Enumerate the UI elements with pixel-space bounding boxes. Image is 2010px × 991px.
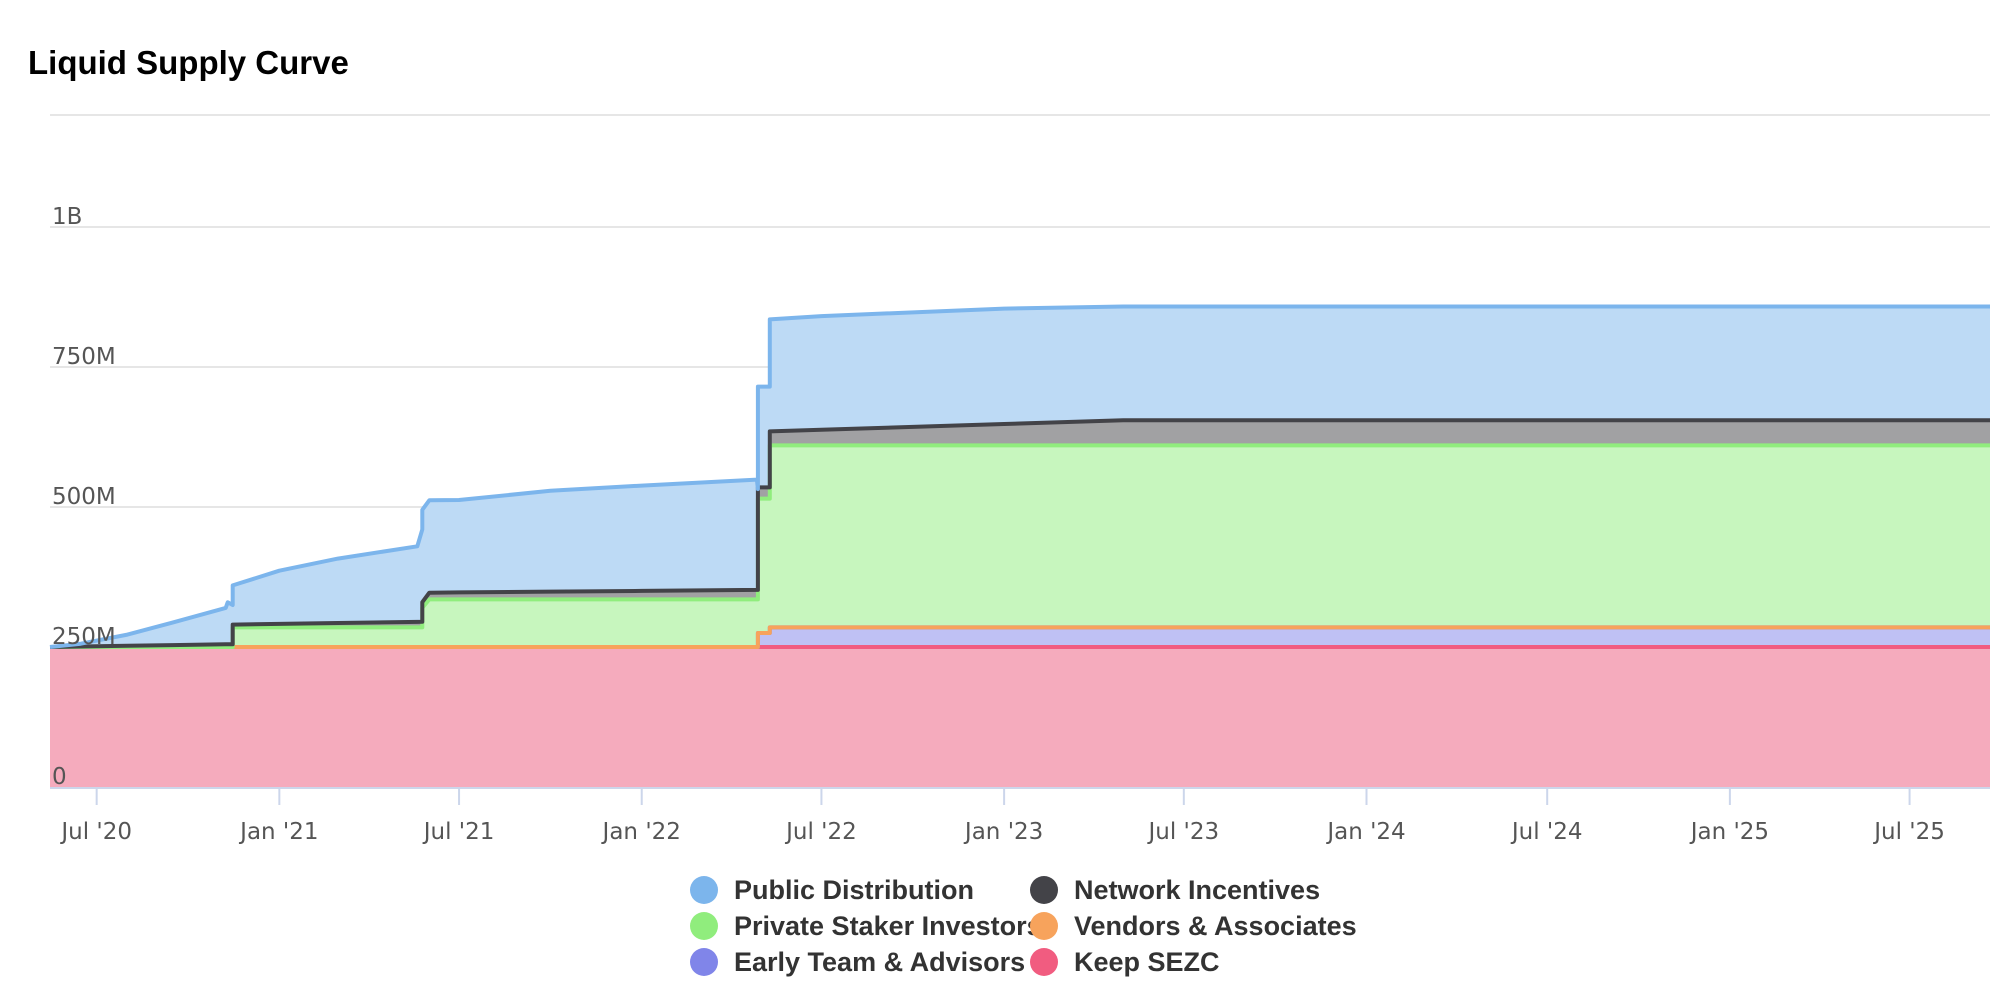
legend-dot-icon <box>1030 876 1058 904</box>
x-tick-label: Jul '21 <box>422 819 495 845</box>
x-tick-label: Jan '25 <box>1689 819 1769 845</box>
y-tick-label: 0 <box>52 764 67 790</box>
legend-item-keep-sezc[interactable]: Keep SEZC <box>1030 944 1220 980</box>
legend-label: Network Incentives <box>1074 874 1321 905</box>
x-tick-label: Jul '20 <box>59 819 132 845</box>
x-tick-label: Jul '23 <box>1146 819 1219 845</box>
legend-dot-icon <box>690 948 718 976</box>
x-tick-label: Jan '23 <box>963 819 1043 845</box>
y-tick-label: 1B <box>52 204 82 230</box>
y-tick-label: 750M <box>52 344 116 370</box>
legend-item-private-staker-investors[interactable]: Private Staker Investors <box>690 908 1042 944</box>
series-area-private-staker-investors[interactable] <box>50 445 1990 647</box>
legend-label: Private Staker Investors <box>734 910 1042 941</box>
legend-label: Early Team & Advisors <box>734 946 1026 977</box>
legend-item-vendors-associates[interactable]: Vendors & Associates <box>1030 908 1357 944</box>
legend-label: Vendors & Associates <box>1074 910 1357 941</box>
legend-dot-icon <box>1030 912 1058 940</box>
x-tick-label: Jul '24 <box>1510 819 1583 845</box>
legend-item-public-distribution[interactable]: Public Distribution <box>690 872 974 908</box>
x-tick-label: Jan '24 <box>1325 819 1405 845</box>
x-tick-label: Jul '22 <box>784 819 857 845</box>
legend-dot-icon <box>690 912 718 940</box>
series-area-keep-sezc[interactable] <box>50 647 1990 787</box>
y-tick-label: 500M <box>52 484 116 510</box>
legend-dot-icon <box>1030 948 1058 976</box>
legend-item-network-incentives[interactable]: Network Incentives <box>1030 872 1320 908</box>
legend-dot-icon <box>690 876 718 904</box>
x-tick-label: Jan '22 <box>601 819 681 845</box>
series-line-network-incentives[interactable] <box>49 418 1990 649</box>
legend-label: Keep SEZC <box>1074 946 1220 977</box>
chart-title: Liquid Supply Curve <box>28 44 349 81</box>
series-line-public-distribution[interactable] <box>49 304 1990 649</box>
axes: Jul '20 Jan '21 Jul '21 Jan '22 Jul '22 Jan '… <box>50 204 1990 845</box>
x-tick-label: Jul '25 <box>1872 819 1945 845</box>
legend-item-early-team-advisors[interactable]: Early Team & Advisors <box>690 944 1025 980</box>
legend-label: Public Distribution <box>734 874 974 905</box>
series-area-public-distribution[interactable] <box>50 306 1990 648</box>
x-tick-label: Jan '21 <box>238 819 318 845</box>
series-layer[interactable] <box>49 304 1990 788</box>
y-tick-label: 250M <box>52 624 116 650</box>
series-area-network-incentives[interactable] <box>50 420 1990 647</box>
series-area-early-team-advisors[interactable] <box>50 627 1990 647</box>
